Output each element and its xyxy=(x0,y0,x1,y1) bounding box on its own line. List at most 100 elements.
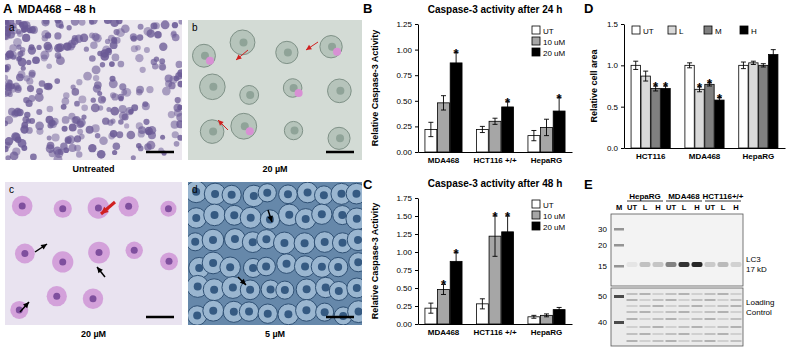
cell-nucleus xyxy=(284,48,292,56)
cell xyxy=(231,113,257,139)
x-tick: HepaRG xyxy=(531,156,563,165)
arrow-head xyxy=(236,55,242,60)
cell xyxy=(83,288,103,308)
x-tick-label: HepaRG xyxy=(531,328,563,337)
cell-nucleus xyxy=(336,134,344,142)
cell-nucleus xyxy=(318,263,326,271)
figure-svg: ABCDEMDA468 – 48 haUntreatedb20 µMc20 µM… xyxy=(0,0,790,348)
y-tick-mark xyxy=(415,50,418,51)
cell xyxy=(69,124,77,132)
lane-label: UT xyxy=(705,203,715,212)
cell xyxy=(172,34,180,42)
loading-band xyxy=(666,340,677,342)
cell-nucleus xyxy=(291,127,299,135)
y-tick: 0.00 xyxy=(396,320,418,329)
cell xyxy=(91,97,96,102)
loading-band xyxy=(666,333,677,335)
cell xyxy=(314,232,335,253)
cell-nucleus xyxy=(246,91,254,99)
cell-nucleus xyxy=(355,308,362,316)
y-tick: 0.5 xyxy=(607,103,624,112)
cell xyxy=(89,20,98,25)
y-tick-mark xyxy=(415,101,418,102)
cell xyxy=(76,120,84,128)
y-axis: 0.00.51.01.5 xyxy=(607,20,625,153)
error-bar xyxy=(544,119,549,135)
cell xyxy=(5,65,10,72)
cell xyxy=(91,33,99,41)
cell xyxy=(346,183,362,204)
cell-nucleus xyxy=(320,191,328,199)
bar xyxy=(685,65,694,148)
cell xyxy=(220,257,241,278)
cell xyxy=(128,109,133,114)
loading-band xyxy=(718,326,729,328)
cell xyxy=(172,22,178,28)
bar xyxy=(739,65,748,148)
x-tick: MDA468 xyxy=(428,328,460,337)
cell xyxy=(204,204,226,226)
cell-nucleus xyxy=(353,284,361,292)
arrow-head xyxy=(101,207,109,214)
marks xyxy=(425,53,565,152)
y-axis-line xyxy=(418,199,419,325)
blot-band xyxy=(653,262,664,267)
cell xyxy=(174,109,182,117)
cell-nucleus xyxy=(318,210,326,218)
cell xyxy=(140,67,146,73)
y-tick: 0.75 xyxy=(396,266,418,275)
chart-title: Caspase-3 activity after 48 h xyxy=(428,178,563,189)
cell xyxy=(35,122,44,131)
group-underline xyxy=(666,201,702,202)
cell xyxy=(131,155,136,160)
blot-band xyxy=(705,262,716,267)
error-bar xyxy=(741,62,746,69)
loading-band xyxy=(731,318,742,320)
annotation: * xyxy=(717,91,723,106)
loading-band xyxy=(718,299,729,301)
cell xyxy=(110,107,119,116)
cell xyxy=(328,257,347,276)
legend-label: 10 uM xyxy=(543,212,566,221)
y-tick-mark xyxy=(415,324,418,325)
micrograph xyxy=(188,20,362,160)
cell xyxy=(20,125,28,133)
cell-nucleus xyxy=(210,286,218,294)
cell xyxy=(41,20,49,26)
cell xyxy=(320,36,342,58)
legend-swatch xyxy=(532,37,540,45)
cell xyxy=(32,56,40,64)
y-tick-mark xyxy=(415,152,418,153)
arrow-head xyxy=(23,302,29,308)
cell-nucleus xyxy=(336,87,344,95)
cell xyxy=(47,106,54,113)
loading-band xyxy=(679,305,690,307)
cell xyxy=(24,75,30,81)
y-tick-label: 0.00 xyxy=(396,148,412,157)
cell xyxy=(47,136,52,141)
annotation: * xyxy=(697,80,703,95)
panel-label: E xyxy=(584,177,593,192)
panel-label: B xyxy=(363,1,372,16)
y-tick: 0.25 xyxy=(396,302,418,311)
loading-band xyxy=(679,340,690,342)
cell xyxy=(36,45,41,50)
bar xyxy=(450,63,462,152)
y-tick: 0.50 xyxy=(396,97,418,106)
y-tick-label: 1.75 xyxy=(396,194,412,203)
loading-band xyxy=(666,326,677,328)
cell xyxy=(260,210,279,229)
loading-band xyxy=(666,299,677,301)
blot-band xyxy=(640,262,651,267)
x-axis: MDA468HCT116 +/+HepaRG xyxy=(419,153,573,165)
cell-nucleus xyxy=(240,38,248,46)
control-label: Control xyxy=(746,308,772,317)
y-tick-label: 0.00 xyxy=(396,320,412,329)
cell-stain xyxy=(206,57,214,65)
cell xyxy=(175,97,181,103)
cell xyxy=(29,44,35,50)
cell-nucleus xyxy=(285,211,293,219)
loading-band xyxy=(731,293,742,295)
bar xyxy=(631,65,640,148)
cell-nucleus xyxy=(59,205,66,212)
